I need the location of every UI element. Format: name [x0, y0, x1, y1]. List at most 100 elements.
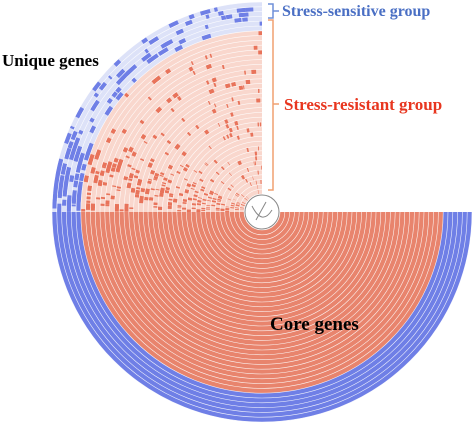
unique-gene-mark [115, 86, 122, 94]
unique-gene-mark [53, 189, 58, 194]
unique-gene-mark [153, 178, 158, 181]
unique-gene-mark [81, 209, 86, 212]
unique-gene-mark [169, 193, 174, 196]
ring-separator [75, 25, 449, 399]
unique-gene-mark [86, 192, 92, 196]
unique-gene-mark [160, 188, 165, 191]
unique-gene-mark [87, 185, 93, 192]
unique-gene-mark [111, 91, 118, 98]
unique-gene-mark [230, 207, 235, 209]
unique-gene-mark [231, 97, 234, 102]
unique-gene-mark [89, 125, 97, 134]
unique-gene-mark [215, 207, 220, 210]
core-resistant-ring [234, 212, 290, 240]
unique-gene-mark [106, 193, 111, 196]
unique-gene-mark [220, 166, 225, 171]
unique-gene-mark [66, 195, 72, 204]
unique-gene-mark [255, 180, 258, 185]
unique-gene-mark [117, 158, 124, 165]
unique-gene-mark [252, 176, 254, 181]
unique-gene-mark [199, 178, 204, 183]
unique-gene-mark [246, 128, 250, 133]
unique-gene-mark [230, 206, 235, 209]
unique-gene-mark [100, 196, 106, 200]
unique-gene-mark [186, 183, 192, 187]
unique-gene-mark [205, 63, 212, 70]
unique-gene-mark [155, 188, 160, 191]
unique-gene-mark [177, 210, 182, 212]
resistant-ring-background [215, 165, 262, 212]
unique-gene-mark [244, 70, 247, 75]
unique-gene-mark [211, 77, 217, 83]
unique-gene-mark [130, 187, 136, 193]
unique-gene-mark [121, 128, 128, 135]
unique-gene-mark [190, 187, 195, 190]
unique-gene-mark [225, 207, 230, 209]
unique-gene-mark [164, 189, 170, 194]
unique-gene-mark [95, 197, 101, 200]
unique-gene-mark [60, 163, 68, 175]
unique-gene-mark [140, 133, 147, 140]
ring-separator [142, 92, 382, 332]
unique-gene-mark [222, 136, 226, 141]
unique-gene-mark [163, 39, 174, 48]
unique-gene-mark [101, 162, 108, 168]
unique-gene-mark [73, 180, 79, 188]
unique-gene-mark [106, 161, 113, 168]
unique-gene-mark [182, 198, 188, 203]
unique-gene-mark [236, 125, 239, 131]
unique-gene-mark [182, 202, 187, 205]
unique-gene-mark [237, 100, 241, 106]
unique-gene-mark [52, 194, 58, 202]
unique-gene-mark [217, 122, 221, 127]
unique-gene-mark [57, 207, 62, 212]
unique-gene-mark [157, 206, 163, 210]
unique-gene-mark [148, 162, 154, 166]
unique-gene-mark [186, 184, 191, 188]
ring-separator [224, 174, 300, 250]
ring-separator [190, 140, 334, 284]
unique-gene-mark [257, 170, 259, 175]
unique-gene-mark [127, 164, 132, 168]
unique-gene-mark [186, 209, 191, 212]
unique-gene-mark [205, 80, 210, 85]
unique-gene-mark [184, 19, 193, 27]
unique-gene-mark [237, 161, 241, 166]
unique-gene-mark [234, 120, 239, 126]
unique-gene-mark [164, 151, 170, 156]
unique-gene-mark [208, 192, 214, 196]
unique-gene-mark [230, 204, 235, 207]
unique-gene-mark [89, 117, 95, 123]
unique-gene-mark [204, 55, 208, 60]
unique-gene-mark [104, 108, 112, 116]
unique-gene-mark [178, 192, 184, 197]
unique-gene-mark [236, 201, 241, 204]
unique-gene-mark [225, 123, 230, 129]
unique-gene-mark [205, 14, 210, 20]
unique-gene-mark [139, 158, 145, 162]
unique-gene-mark [166, 98, 172, 104]
unique-gene-mark [83, 149, 92, 161]
ring-separator [229, 179, 295, 245]
unique-gene-mark [181, 117, 186, 123]
unique-gene-mark [198, 170, 203, 175]
resistant-ring-background [210, 160, 262, 212]
unique-gene-mark [64, 149, 71, 160]
unique-gene-mark [101, 166, 107, 169]
resistant-ring-background [196, 146, 262, 212]
unique-gene-mark [239, 207, 245, 209]
unique-gene-mark [207, 199, 212, 202]
ring-separator [162, 112, 362, 312]
unique-gene-mark [157, 47, 169, 57]
sensitive-bracket [268, 3, 274, 19]
unique-genes-label: Unique genes [2, 51, 99, 70]
unique-gene-mark [192, 70, 196, 76]
unique-gene-mark [114, 207, 119, 212]
unique-gene-mark [97, 181, 103, 187]
unique-gene-mark [253, 161, 255, 166]
stress-resistant-group-label: Stress-resistant group [284, 95, 442, 114]
unique-gene-mark [168, 198, 173, 201]
unique-gene-mark [91, 166, 96, 171]
unique-gene-mark [259, 21, 262, 26]
unique-gene-mark [164, 68, 172, 75]
